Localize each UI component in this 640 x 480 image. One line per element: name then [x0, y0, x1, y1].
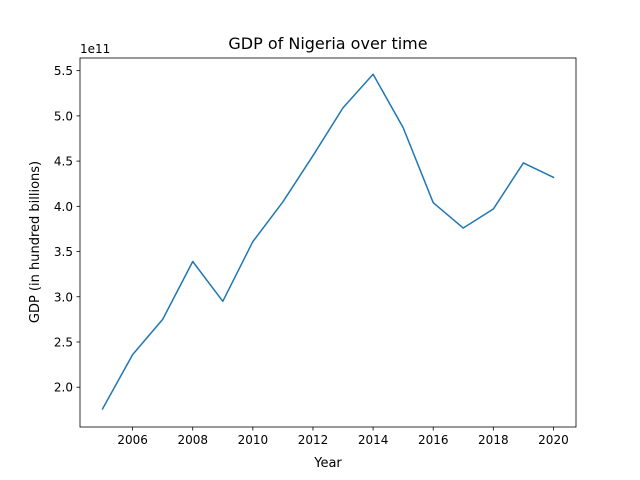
x-tick-label: 2018 [478, 433, 509, 447]
x-tick-label: 2006 [117, 433, 148, 447]
chart-title: GDP of Nigeria over time [228, 34, 427, 53]
x-axis-label: Year [313, 456, 342, 471]
y-tick-label: 4.5 [54, 155, 73, 169]
x-tick-label: 2010 [238, 433, 269, 447]
x-tick-label: 2020 [538, 433, 569, 447]
y-tick-label: 3.0 [54, 290, 73, 304]
x-tick-label: 2014 [358, 433, 389, 447]
axes-frame [79, 57, 577, 428]
y-tick-label: 2.5 [54, 335, 73, 349]
y-tick-label: 3.5 [54, 245, 73, 259]
x-tick-label: 2016 [418, 433, 449, 447]
y-tick-label: 5.5 [54, 64, 73, 78]
y-axis-label: GDP (in hundred billions) [28, 161, 43, 323]
x-tick-label: 2012 [298, 433, 329, 447]
series-line-0 [101, 73, 555, 410]
y-tick-label: 5.0 [54, 109, 73, 123]
y-tick-label: 2.0 [54, 381, 73, 395]
x-tick-label: 2008 [177, 433, 208, 447]
plot-area: 2006 2008 2010 2012 2014 2016 2018 2020 2.0 2.5 3.… [54, 57, 577, 447]
y-offset-text: 1e11 [80, 42, 110, 56]
y-tick-label: 4.0 [54, 200, 73, 214]
